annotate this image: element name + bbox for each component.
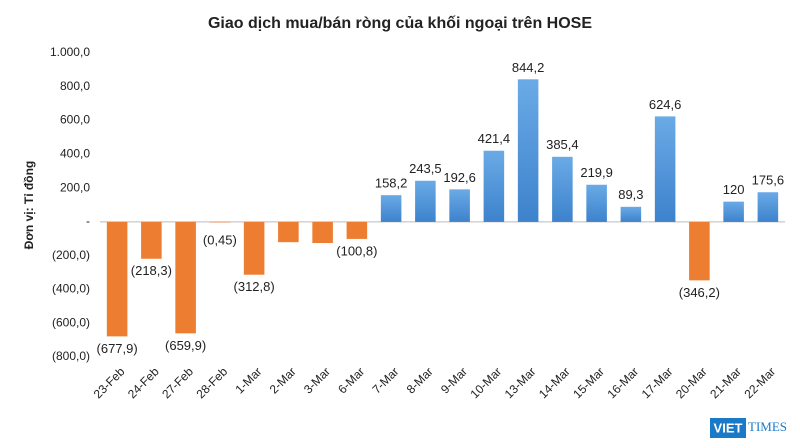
bar [689,221,710,281]
x-tick-label: 23-Feb [91,364,128,401]
data-label: 89,3 [618,187,643,202]
y-tick-label: (800,0) [52,349,90,363]
x-tick-label: 9-Mar [438,364,470,396]
data-label: 243,5 [409,161,442,176]
y-tick-label: (400,0) [52,282,90,296]
x-tick-label: 24-Feb [125,364,162,401]
data-label: 844,2 [512,60,545,75]
bar [517,79,539,222]
bar [757,192,779,222]
logo-right: TIMES [748,419,787,434]
logo: VIET TIMES [710,418,787,438]
data-label: 158,2 [375,176,408,191]
y-axis-label: Đơn vị: Tỉ đồng [22,161,36,250]
y-tick-label: 600,0 [60,113,90,127]
x-tick-label: 28-Feb [193,364,230,401]
data-label: (218,3) [131,263,172,278]
data-label: 624,6 [649,97,682,112]
x-tick-label: 2-Mar [267,364,299,396]
bar [141,221,162,259]
x-tick-label: 13-Mar [502,364,539,401]
x-tick-label: 17-Mar [639,364,676,401]
data-label: (659,9) [165,338,206,353]
bar [620,206,642,222]
y-tick-label: 800,0 [60,79,90,93]
bar [243,221,265,275]
x-tick-label: 1-Mar [232,364,264,396]
x-tick-label: 3-Mar [301,364,333,396]
bar [278,221,299,243]
x-tick-label: 27-Feb [159,364,196,401]
x-tick-label: 15-Mar [570,364,607,401]
bar [415,180,436,222]
data-label: 385,4 [546,137,579,152]
y-tick-label: (200,0) [52,248,90,262]
bar [483,150,505,222]
y-tick-label: (600,0) [52,315,90,329]
x-tick-label: 7-Mar [369,364,401,396]
bar [654,116,676,222]
bar [380,195,402,222]
bar [586,184,607,222]
data-label: 219,9 [580,165,613,180]
y-tick-label: 1.000,0 [50,45,90,59]
bar [449,189,470,222]
x-tick-label: 10-Mar [467,364,504,401]
data-label: 175,6 [752,173,785,188]
x-tick-label: 14-Mar [536,364,573,401]
data-label: (312,8) [234,279,275,294]
data-label: (346,2) [679,285,720,300]
bar [106,221,128,337]
x-tick-label: 21-Mar [707,364,744,401]
y-tick-label: 400,0 [60,147,90,161]
data-label: (0,45) [203,232,237,247]
data-label: 421,4 [478,131,511,146]
chart-title: Giao dịch mua/bán ròng của khối ngoại tr… [208,15,592,32]
bar [723,201,744,222]
y-tick-label: 200,0 [60,180,90,194]
data-label: 120 [723,182,745,197]
x-tick-label: 6-Mar [335,364,367,396]
bar [312,221,333,243]
data-label: 192,6 [443,170,476,185]
bar [346,221,368,239]
data-label: (100,8) [336,243,377,258]
x-tick-label: 16-Mar [604,364,641,401]
y-tick-label: - [86,214,90,228]
data-label: (677,9) [97,341,138,356]
x-tick-label: 22-Mar [741,364,778,401]
logo-left: VIET [714,420,743,435]
x-tick-label: 8-Mar [404,364,436,396]
x-tick-label: 20-Mar [673,364,710,401]
logo-box [710,418,746,438]
bar [552,156,573,222]
bar [175,221,196,334]
bar [209,221,231,223]
